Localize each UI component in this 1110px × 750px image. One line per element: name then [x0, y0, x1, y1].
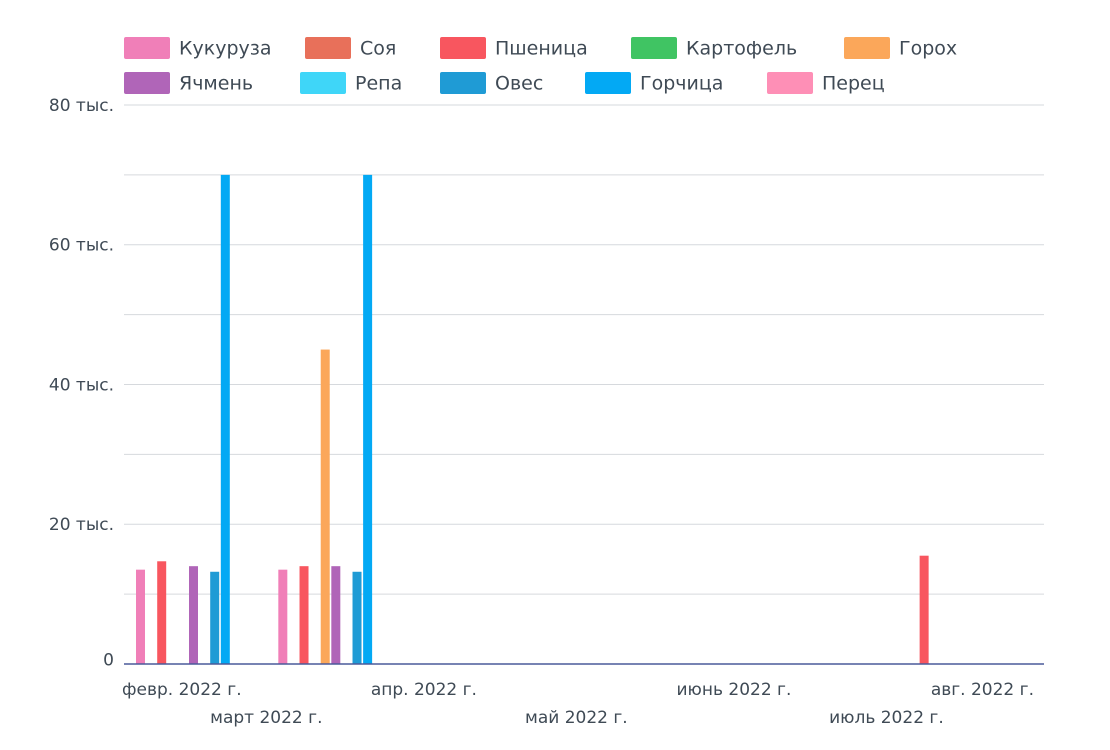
legend-item[interactable]: Горчица — [585, 72, 723, 95]
legend-swatch — [440, 37, 486, 59]
y-tick-label: 80 тыс. — [49, 96, 114, 116]
y-tick-label: 40 тыс. — [49, 375, 114, 395]
x-axis-ticks: февр. 2022 г. март 2022 г. апр. 2022 г. май… — [122, 680, 1034, 728]
y-tick-label: 60 тыс. — [49, 236, 114, 256]
legend-item[interactable]: Ячмень — [124, 72, 253, 95]
legend-swatch — [305, 37, 351, 59]
legend-item[interactable]: Соя — [305, 37, 396, 60]
y-tick-label: 0 — [103, 651, 114, 671]
bar-1-2[interactable] — [278, 569, 288, 664]
legend-swatch — [300, 72, 346, 94]
legend-item[interactable]: Перец — [767, 72, 885, 95]
bar-6-2[interactable] — [331, 566, 341, 664]
bar-9-1[interactable] — [220, 174, 230, 664]
legend-swatch — [440, 72, 486, 94]
x-tick-label: июль 2022 г. — [829, 708, 944, 728]
legend-swatch — [124, 72, 170, 94]
legend-swatch — [767, 72, 813, 94]
legend-swatch — [844, 37, 890, 59]
legend-item[interactable]: Картофель — [631, 37, 797, 60]
y-tick-label: 20 тыс. — [49, 515, 114, 535]
bar-3-2[interactable] — [299, 566, 309, 664]
legend-label: Соя — [360, 38, 396, 60]
legend-label: Репа — [355, 73, 402, 95]
x-tick-label: май 2022 г. — [525, 708, 628, 728]
legend-item[interactable]: Пшеница — [440, 37, 588, 60]
bar-3-6[interactable] — [919, 555, 929, 664]
legend-label: Пшеница — [495, 38, 588, 60]
bars — [136, 174, 929, 664]
bar-8-2[interactable] — [352, 571, 362, 664]
legend-label: Кукуруза — [179, 38, 272, 60]
bar-6-1[interactable] — [189, 566, 198, 664]
legend: Кукуруза Соя Пшеница Картофель Горох Ячмень Ре… — [124, 37, 957, 95]
bar-5-2[interactable] — [320, 349, 330, 664]
legend-label: Ячмень — [179, 73, 253, 95]
x-tick-label: авг. 2022 г. — [931, 680, 1034, 700]
legend-label: Овес — [495, 73, 543, 95]
x-tick-label: июнь 2022 г. — [676, 680, 791, 700]
legend-item[interactable]: Овес — [440, 72, 543, 95]
bar-9-2[interactable] — [363, 174, 373, 664]
legend-item[interactable]: Репа — [300, 72, 402, 95]
x-tick-label: апр. 2022 г. — [371, 680, 477, 700]
legend-label: Перец — [822, 73, 885, 95]
x-tick-label: февр. 2022 г. — [122, 680, 242, 700]
legend-label: Горчица — [640, 73, 723, 95]
legend-item[interactable]: Горох — [844, 37, 957, 60]
legend-label: Картофель — [686, 38, 797, 60]
bar-3-1[interactable] — [157, 561, 167, 664]
bar-8-1[interactable] — [210, 571, 220, 664]
legend-swatch — [585, 72, 631, 94]
legend-swatch — [124, 37, 170, 59]
x-tick-label: март 2022 г. — [210, 708, 322, 728]
legend-swatch — [631, 37, 677, 59]
y-axis-ticks: 0 20 тыс. 40 тыс. 60 тыс. 80 тыс. — [49, 96, 114, 671]
legend-item[interactable]: Кукуруза — [124, 37, 272, 60]
gridlines — [124, 104, 1044, 595]
legend-label: Горох — [899, 38, 957, 60]
bar-1-1[interactable] — [136, 569, 145, 664]
